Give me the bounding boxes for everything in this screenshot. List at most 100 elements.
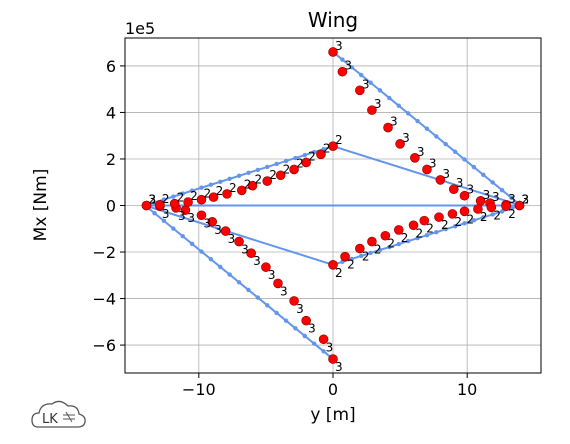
line-marker	[312, 149, 317, 155]
case-label: 2	[308, 149, 316, 163]
data-point	[275, 170, 286, 181]
line-marker	[377, 247, 383, 253]
line-marker	[236, 280, 242, 285]
line-marker	[396, 241, 401, 247]
case-label: 3	[335, 39, 343, 53]
line-marker	[312, 341, 317, 346]
case-label: 3	[326, 340, 334, 354]
chart-title: Wing	[308, 8, 358, 32]
y-tick-label: 2	[106, 150, 116, 169]
reference-line	[332, 145, 522, 207]
case-label: 3	[203, 216, 211, 230]
data-point	[367, 105, 377, 115]
x-tick-label: 0	[328, 380, 338, 399]
line-marker	[452, 224, 458, 229]
line-marker	[236, 173, 242, 179]
line-marker	[199, 185, 204, 190]
y-scale-label: 1e5	[125, 19, 155, 38]
line-marker	[255, 295, 261, 300]
case-label: 2	[508, 207, 516, 221]
line-marker	[283, 158, 289, 164]
data-point	[220, 226, 231, 236]
data-point	[448, 184, 459, 195]
data-point	[514, 200, 525, 211]
line-marker	[255, 167, 261, 173]
data-point	[141, 200, 152, 211]
data-point	[318, 334, 329, 345]
case-label: 3	[280, 284, 288, 298]
data-point	[395, 139, 405, 149]
case-label: 3	[456, 176, 464, 190]
data-point	[301, 315, 311, 326]
line-marker	[218, 179, 223, 184]
case-label: 2	[454, 215, 462, 229]
data-point	[273, 278, 283, 289]
case-label: 3	[253, 254, 261, 268]
line-marker	[462, 157, 467, 162]
line-marker	[434, 134, 439, 139]
line-marker	[199, 249, 204, 254]
line-marker	[171, 194, 176, 199]
data-point	[207, 216, 218, 227]
line-marker	[368, 80, 373, 85]
data-point	[301, 157, 311, 168]
case-label: 2	[229, 181, 237, 195]
data-point	[196, 194, 207, 205]
reference-line	[144, 204, 334, 266]
data-point	[234, 236, 244, 247]
data-point	[328, 260, 338, 270]
line-marker	[265, 303, 270, 308]
y-tick-label: −4	[92, 290, 116, 309]
line-marker	[377, 88, 383, 93]
line-marker	[405, 111, 411, 116]
axis-ticks: −10 0 10 −6 −4 −2 0 2 4 6	[92, 57, 477, 399]
line-marker	[471, 164, 477, 170]
data-point	[355, 243, 365, 254]
case-label: 3	[228, 232, 236, 246]
case-label: 2	[480, 210, 488, 224]
data-point	[261, 262, 271, 272]
data-point	[246, 248, 256, 258]
case-label: 2	[296, 156, 304, 170]
case-label: 2	[269, 168, 277, 182]
data-point	[196, 210, 207, 221]
case-label: 3	[178, 209, 186, 223]
line-marker	[218, 264, 223, 270]
y-tick-label: 0	[106, 197, 116, 216]
data-point	[169, 198, 180, 209]
case-label: 3	[162, 207, 170, 221]
line-marker	[189, 188, 195, 193]
data-point	[208, 192, 219, 202]
line-marker	[208, 182, 214, 187]
line-marker	[274, 310, 279, 316]
line-marker	[471, 218, 477, 223]
case-label: 2	[216, 184, 224, 198]
case-label: 2	[387, 237, 395, 251]
data-point	[367, 236, 377, 247]
data-point	[459, 206, 470, 217]
line-marker	[321, 349, 326, 354]
line-marker	[152, 210, 157, 216]
data-point	[422, 164, 432, 175]
data-point	[393, 225, 404, 235]
line-marker	[415, 235, 420, 241]
data-point	[408, 220, 419, 231]
case-label: 2	[162, 192, 170, 206]
line-marker	[349, 65, 354, 70]
case-label: 2	[416, 226, 424, 240]
case-label: 2	[177, 191, 185, 205]
line-marker	[283, 318, 289, 323]
data-point	[247, 180, 258, 191]
line-marker	[189, 241, 195, 247]
case-label: 2	[203, 187, 211, 201]
data-point	[155, 200, 165, 210]
data-point	[501, 201, 511, 211]
line-marker	[387, 95, 392, 101]
line-marker	[274, 161, 279, 167]
case-label: 2	[441, 218, 449, 232]
data-point	[459, 190, 470, 201]
case-label: 2	[190, 189, 198, 203]
case-label: 3	[308, 322, 316, 336]
case-label: 2	[148, 193, 156, 207]
